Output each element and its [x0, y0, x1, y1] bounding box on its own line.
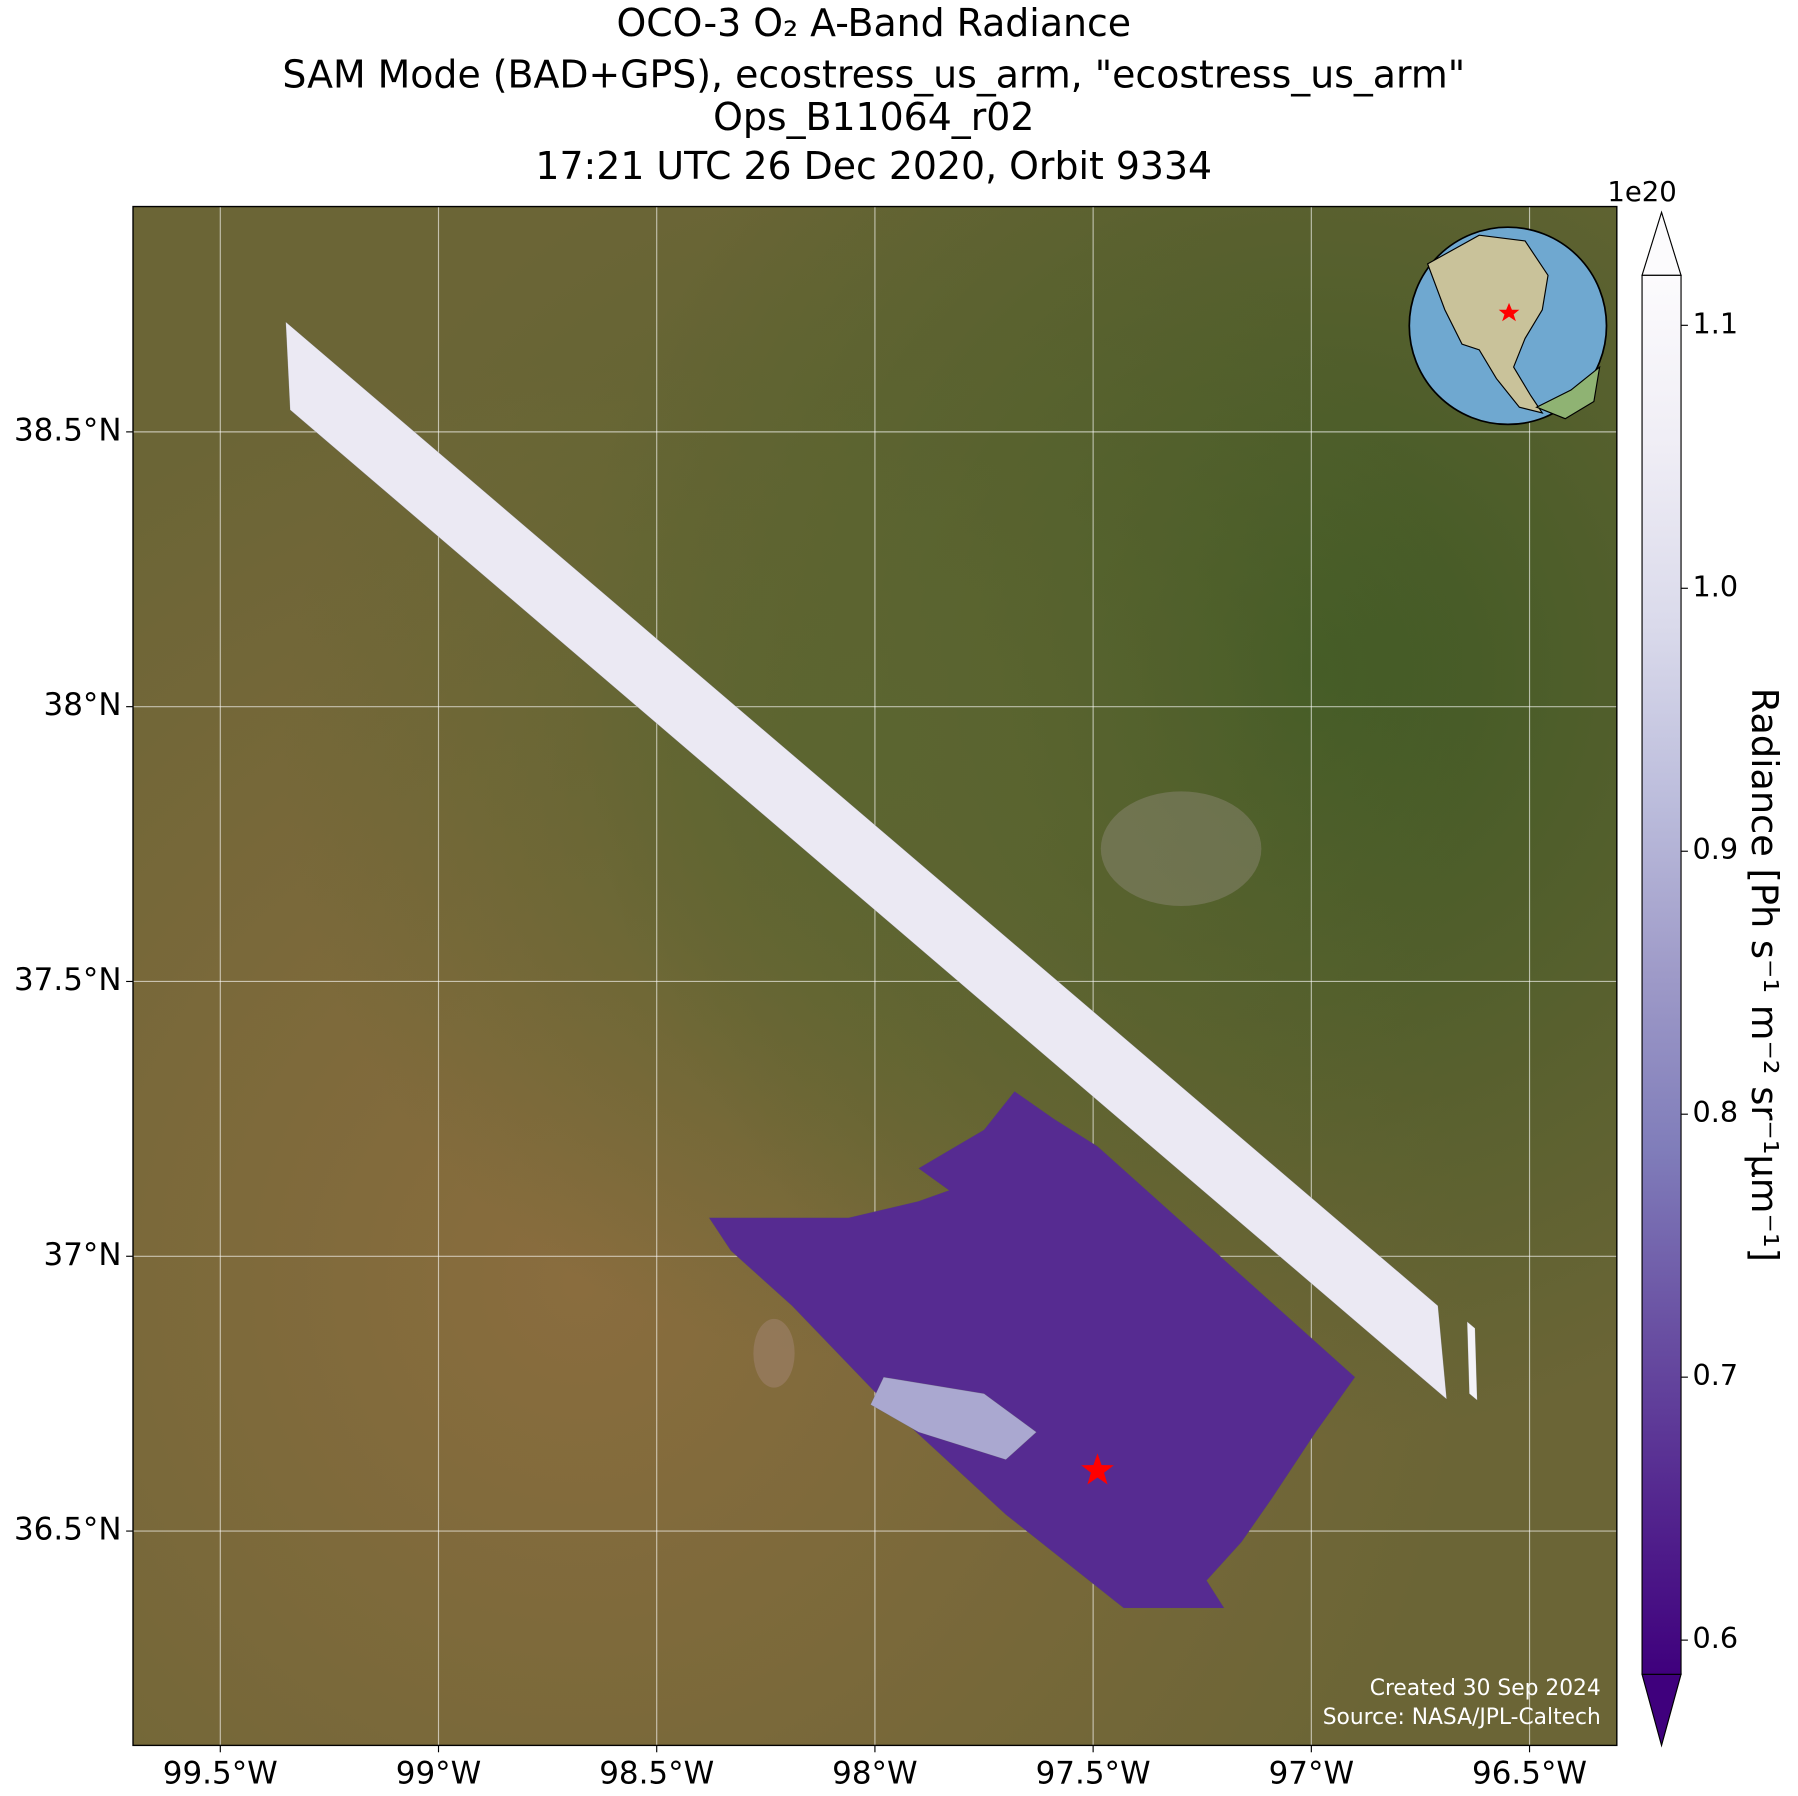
- x-tick-label: 99.5°W: [163, 1756, 278, 1792]
- globe-land: [1426, 234, 1549, 414]
- colorbar-extend-bottom: [1641, 1673, 1682, 1748]
- colorbar-tick-label: 0.7: [1693, 1358, 1739, 1392]
- site-marker: [1081, 1453, 1114, 1485]
- title-line: SAM Mode (BAD+GPS), ecostress_us_arm, "e…: [282, 52, 1465, 96]
- x-tick-label: 96.5°W: [1472, 1756, 1587, 1792]
- title-line: 17:21 UTC 26 Dec 2020, Orbit 9334: [535, 144, 1212, 188]
- colorbar-tick-label: 0.6: [1693, 1621, 1739, 1655]
- x-tick-label: 99°W: [396, 1756, 481, 1792]
- title-line: Ops_B11064_r02: [713, 95, 1034, 139]
- x-tick-label: 97°W: [1269, 1756, 1354, 1792]
- colorbar: 0.6 0.7 0.8 0.9 1.0 1.1: [1641, 210, 1739, 1748]
- globe-star: [1498, 302, 1520, 322]
- globe-inset: [1408, 226, 1608, 426]
- swath: [708, 1090, 1356, 1609]
- colorbar-offset: 1e20: [1607, 176, 1676, 208]
- colorbar-body: [1641, 274, 1682, 1675]
- y-tick-label: 38.5°N: [14, 412, 122, 448]
- colorbar-tick-label: 0.8: [1693, 1095, 1739, 1129]
- title-line: OCO-3 O₂ A-Band Radiance: [616, 1, 1131, 45]
- x-tick-label: 98°W: [832, 1756, 917, 1792]
- colorbar-tick-label: 1.1: [1693, 306, 1739, 340]
- swath: [285, 321, 1447, 1400]
- footer-line: Source: NASA/JPL-Caltech: [1323, 1705, 1601, 1730]
- colorbar-tick-label: 0.9: [1693, 832, 1739, 866]
- footer-line: Created 30 Sep 2024: [1370, 1676, 1601, 1701]
- x-tick-label: 98.5°W: [599, 1756, 714, 1792]
- city: [1100, 791, 1262, 907]
- y-tick-label: 36.5°N: [14, 1512, 122, 1548]
- y-tick-label: 38°N: [44, 687, 122, 723]
- y-tick-label: 37°N: [44, 1237, 122, 1273]
- lake: [753, 1318, 795, 1388]
- colorbar-extend-top: [1641, 210, 1682, 276]
- colorbar-label: Radiance [Ph s⁻¹ m⁻² sr⁻¹μm⁻¹]: [1743, 688, 1786, 1262]
- globe-land: [1535, 365, 1601, 420]
- swaths: [285, 321, 1478, 1609]
- swath: [870, 1376, 1037, 1460]
- x-tick-label: 97.5°W: [1036, 1756, 1151, 1792]
- swath: [1466, 1321, 1478, 1401]
- y-tick-label: 37.5°N: [14, 962, 122, 998]
- colorbar-tick-label: 1.0: [1693, 569, 1739, 603]
